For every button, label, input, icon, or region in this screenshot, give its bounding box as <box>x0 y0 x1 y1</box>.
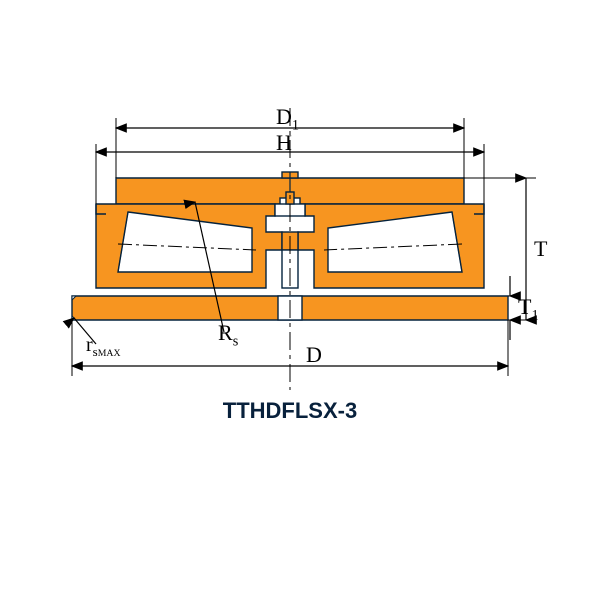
label-rsmax: rsMAX <box>86 334 121 360</box>
label-T1: T1 <box>518 294 539 324</box>
label-T: T <box>534 236 547 262</box>
label-D: D <box>306 342 322 368</box>
diagram-title: TTHDFLSX-3 <box>0 398 580 424</box>
diagram-container: D1 H T T1 D Rs rsMAX TTHDFLSX-3 <box>0 0 600 600</box>
bearing-diagram-svg <box>0 0 600 600</box>
label-H: H <box>276 130 292 156</box>
label-Rs: Rs <box>218 320 238 350</box>
